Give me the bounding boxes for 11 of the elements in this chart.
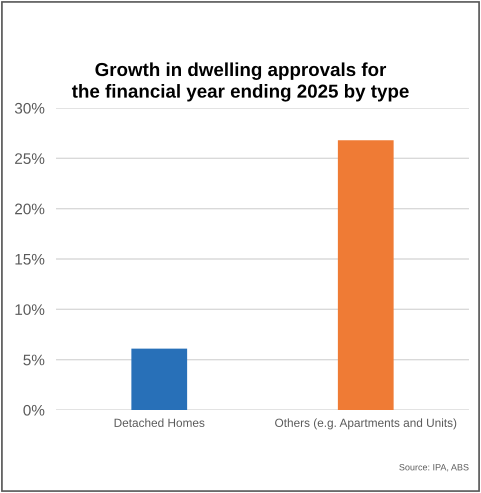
y-tick-label: 30% [14,102,44,114]
y-tick-label: 5% [23,354,44,366]
y-tick-label: 25% [15,153,44,164]
chart-title: Growth in dwelling approvals for the financial year ending 2025 by type [72,62,409,102]
y-tick-label: 15% [15,254,44,265]
y-tick-label: 20% [15,204,44,214]
x-tick-label: Others (e.g. Apartments and Units) [275,418,456,430]
x-tick-label: Detached Homes [114,418,204,428]
y-tick-label: 10% [15,304,44,316]
y-tick-label: 0% [23,404,44,416]
source-note: Source: IPA, ABS [399,464,469,472]
